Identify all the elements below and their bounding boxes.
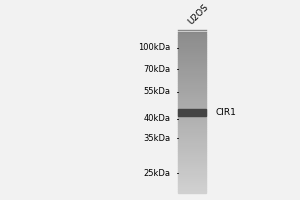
Text: 70kDa: 70kDa [144, 65, 171, 74]
Bar [178, 189, 206, 191]
Bar [178, 67, 206, 69]
Bar [178, 167, 206, 169]
Bar [178, 49, 206, 51]
Text: 40kDa: 40kDa [144, 114, 171, 123]
Bar [178, 33, 206, 35]
Bar [178, 179, 206, 181]
Bar [178, 141, 206, 143]
Bar [178, 55, 206, 57]
Bar [178, 165, 206, 167]
Bar [178, 129, 206, 131]
Bar [178, 185, 206, 187]
Bar [178, 111, 206, 113]
Bar [178, 99, 206, 101]
Bar [178, 101, 206, 103]
Bar [178, 57, 206, 59]
Bar [178, 139, 206, 141]
Bar [178, 109, 206, 116]
Bar [178, 95, 206, 97]
Bar [178, 43, 206, 45]
Bar [178, 81, 206, 83]
Bar [178, 73, 206, 75]
Bar [178, 87, 206, 89]
Bar [178, 131, 206, 133]
Bar [178, 85, 206, 87]
Bar [178, 177, 206, 179]
Bar [178, 191, 206, 193]
Bar [178, 137, 206, 139]
Bar [178, 71, 206, 73]
Text: 55kDa: 55kDa [144, 87, 171, 96]
Bar [178, 83, 206, 85]
Bar [178, 109, 206, 111]
Bar [178, 147, 206, 149]
Bar [178, 97, 206, 99]
Bar [178, 157, 206, 159]
Bar [178, 151, 206, 153]
Bar [178, 121, 206, 123]
Bar [178, 117, 206, 119]
Bar [178, 107, 206, 109]
Bar [178, 161, 206, 163]
Bar [178, 113, 206, 115]
Bar [178, 143, 206, 145]
Bar [178, 119, 206, 121]
Bar [178, 105, 206, 107]
Bar [178, 75, 206, 77]
Bar [178, 53, 206, 55]
Bar [178, 155, 206, 157]
Text: U2OS: U2OS [187, 2, 211, 26]
Bar [178, 47, 206, 49]
Bar [178, 41, 206, 43]
Text: 100kDa: 100kDa [139, 43, 171, 52]
Bar [178, 135, 206, 137]
Bar [178, 123, 206, 125]
Text: CIR1: CIR1 [215, 108, 236, 117]
Bar [178, 173, 206, 175]
Bar [178, 153, 206, 155]
Bar [178, 125, 206, 127]
Bar [178, 77, 206, 79]
Text: 35kDa: 35kDa [144, 134, 171, 143]
Bar [178, 159, 206, 161]
Bar [178, 91, 206, 93]
Bar [178, 37, 206, 39]
Bar [178, 45, 206, 47]
Bar [178, 163, 206, 165]
Bar [178, 169, 206, 171]
Bar [178, 127, 206, 129]
Bar [178, 171, 206, 173]
Bar [178, 59, 206, 61]
Bar [178, 79, 206, 81]
Bar [178, 69, 206, 71]
Bar [178, 145, 206, 147]
Bar [178, 89, 206, 91]
Bar [178, 187, 206, 189]
Bar [178, 35, 206, 37]
Bar [178, 133, 206, 135]
Bar [178, 149, 206, 151]
Bar [178, 175, 206, 177]
Bar [178, 61, 206, 63]
Bar [178, 63, 206, 65]
Text: 25kDa: 25kDa [144, 169, 171, 178]
Bar [178, 181, 206, 183]
Bar [178, 65, 206, 67]
Bar [178, 51, 206, 53]
Bar [178, 93, 206, 95]
Bar [178, 103, 206, 105]
Bar [178, 39, 206, 41]
Bar [178, 183, 206, 185]
Bar [178, 115, 206, 117]
